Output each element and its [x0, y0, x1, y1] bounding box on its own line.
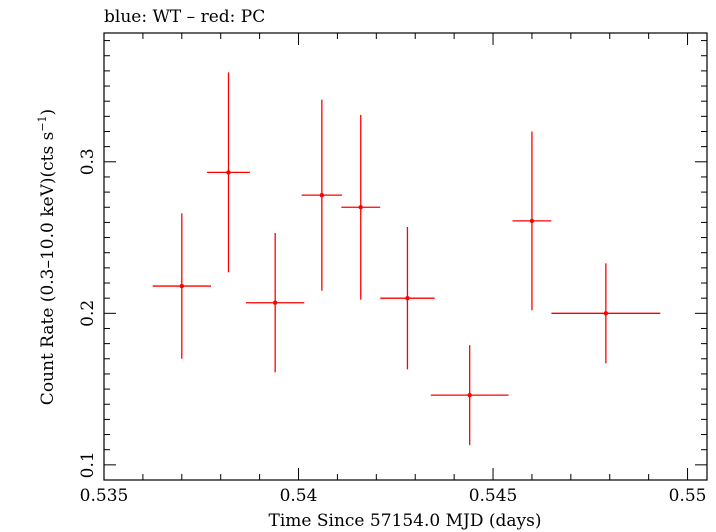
data-point	[245, 233, 305, 373]
point-marker	[529, 218, 535, 224]
y-tick-label: 0.1	[78, 451, 98, 478]
x-tick-label: 0.55	[669, 486, 707, 506]
data-point	[152, 213, 211, 359]
point-marker	[272, 300, 278, 305]
point-marker	[467, 392, 472, 398]
x-tick-label: 0.535	[80, 486, 129, 506]
point-marker	[179, 283, 185, 289]
y-tick-label: 0.2	[78, 300, 98, 327]
x-tick-label: 0.545	[469, 486, 518, 506]
point-marker	[603, 311, 609, 316]
point-marker	[319, 192, 325, 198]
y-tick-label: 0.3	[78, 148, 98, 175]
data-point	[301, 99, 343, 291]
data-point	[551, 263, 661, 364]
x-axis-label: Time Since 57154.0 MJD (days)	[269, 511, 542, 531]
y-axis-label-main: Count Rate (0.3–10.0 keV)(cts s	[38, 132, 58, 406]
data-point	[207, 72, 250, 273]
y-axis-label: Count Rate (0.3–10.0 keV)(cts s−1)	[36, 109, 58, 405]
point-marker	[226, 170, 231, 175]
chart-header: blue: WT – red: PC	[104, 7, 265, 27]
y-axis-label-exponent: −1	[36, 115, 49, 131]
y-axis-label-close: )	[38, 109, 58, 116]
data-point	[341, 114, 381, 300]
x-axis: 0.535 0.54 0.545 0.55	[80, 33, 707, 506]
x-tick-label: 0.54	[280, 486, 318, 506]
data-point	[430, 345, 509, 446]
data-point	[512, 131, 552, 311]
plot-frame	[103, 32, 708, 481]
data-point	[380, 226, 435, 370]
point-marker	[405, 295, 410, 301]
y-axis: 0.1 0.2 0.3	[78, 40, 707, 481]
point-marker	[358, 205, 363, 210]
data-series-pc	[152, 72, 661, 446]
